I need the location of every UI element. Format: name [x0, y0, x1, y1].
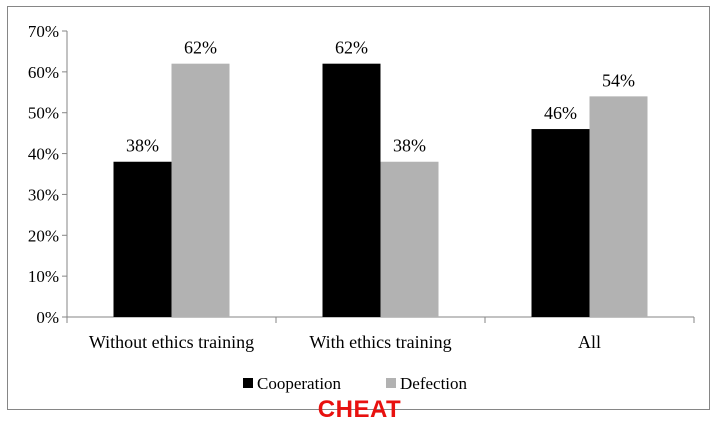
y-tick-label: 20%: [28, 226, 59, 245]
data-label: 54%: [602, 70, 635, 90]
bar-cooperation: [531, 129, 590, 317]
legend-label-cooperation: Cooperation: [257, 374, 342, 393]
y-tick-label: 50%: [28, 104, 59, 123]
bar-cooperation: [322, 63, 381, 317]
y-tick-label: 40%: [28, 145, 59, 164]
bar-defection: [589, 96, 648, 317]
bar-defection: [380, 161, 439, 317]
y-tick-label: 60%: [28, 63, 59, 82]
chart-bars: [113, 63, 648, 317]
chart-axes: 0% 10% 20% 30% 40% 50% 60% 70% Without ethics tr…: [28, 22, 695, 352]
legend-swatch-defection: [386, 378, 396, 388]
y-tick-label: 10%: [28, 267, 59, 286]
y-tick-label: 0%: [36, 308, 59, 327]
legend-label-defection: Defection: [400, 374, 468, 393]
chart-data-labels: 38% 62% 46% 62% 38% 54%: [126, 38, 635, 156]
x-category-label: All: [578, 332, 601, 352]
data-label: 62%: [184, 38, 217, 58]
data-label: 46%: [544, 103, 577, 123]
data-label: 62%: [335, 38, 368, 58]
y-tick-label: 30%: [28, 185, 59, 204]
chart-legend: Cooperation Defection: [243, 374, 468, 393]
x-category-label: Without ethics training: [89, 332, 254, 352]
y-tick-label: 70%: [28, 22, 59, 41]
x-category-label: With ethics training: [309, 332, 451, 352]
data-label: 38%: [393, 136, 426, 156]
bar-cooperation: [113, 161, 172, 317]
legend-swatch-cooperation: [243, 378, 253, 388]
data-label: 38%: [126, 136, 159, 156]
bar-defection: [171, 63, 230, 317]
cheat-caption: CHEAT: [317, 396, 402, 423]
